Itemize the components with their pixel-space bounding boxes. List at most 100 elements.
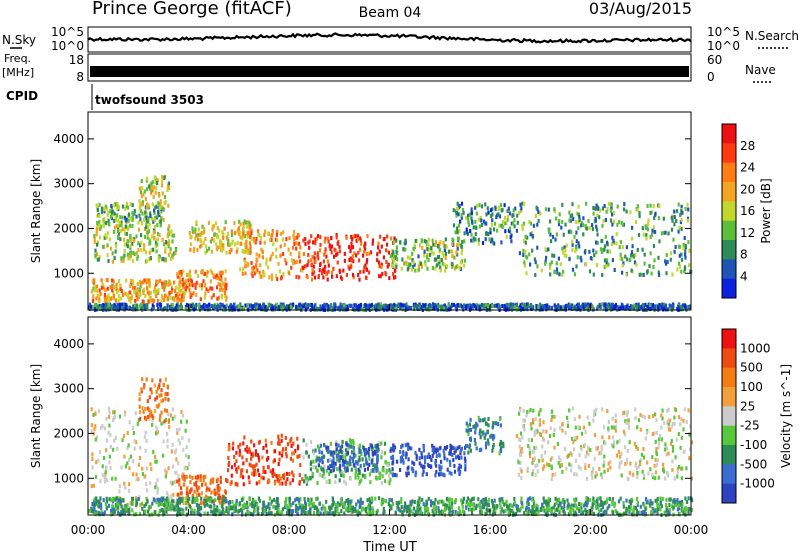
velocity-cell	[222, 507, 225, 512]
power-cell	[101, 282, 104, 287]
power-cell	[651, 303, 654, 308]
power-cell	[556, 303, 560, 308]
velocity-cell	[285, 471, 288, 476]
power-cell	[335, 253, 338, 257]
velocity-cell	[664, 442, 667, 447]
power-cell	[461, 239, 464, 244]
power-cell	[190, 304, 193, 308]
velocity-cell	[675, 437, 678, 442]
power-cell	[157, 210, 160, 214]
colorbar-tick-label: 28	[740, 139, 755, 153]
velocity-cell	[137, 462, 140, 467]
power-cell	[179, 302, 182, 307]
velocity-cell	[676, 470, 679, 474]
velocity-cell	[442, 472, 445, 477]
freq-right-tick-bottom: 0	[707, 70, 715, 84]
power-cell	[117, 298, 120, 303]
velocity-cell	[271, 470, 274, 475]
velocity-cell	[321, 450, 324, 455]
power-cell	[200, 283, 203, 288]
power-cell	[613, 305, 616, 310]
power-cell	[114, 249, 117, 254]
power-cell	[132, 212, 135, 217]
power-cell	[525, 254, 528, 259]
power-cell	[604, 303, 607, 308]
power-cell	[253, 271, 256, 276]
power-cell	[322, 304, 325, 309]
power-cell	[166, 184, 170, 189]
power-cell	[255, 257, 258, 262]
velocity-cell	[250, 439, 253, 444]
power-cell	[622, 261, 625, 266]
velocity-cell	[318, 458, 321, 463]
power-cell	[234, 242, 237, 247]
colorbar-segment	[722, 259, 736, 280]
power-cell	[295, 304, 298, 309]
power-cell	[545, 255, 548, 260]
velocity-cell	[166, 438, 169, 443]
power-cell	[621, 257, 624, 262]
power-cell	[605, 261, 608, 266]
station-title: Prince George (fitACF)	[92, 0, 292, 19]
velocity-cell	[539, 408, 542, 413]
date-title: 03/Aug/2015	[589, 0, 692, 18]
velocity-cell	[497, 422, 500, 427]
power-cell	[313, 251, 316, 256]
power-cell	[201, 224, 204, 229]
velocity-cell	[179, 507, 182, 512]
velocity-cell	[172, 492, 175, 497]
velocity-cell	[573, 447, 576, 452]
velocity-cell	[154, 459, 157, 464]
power-cell	[173, 251, 176, 256]
power-cell	[141, 211, 144, 216]
velocity-cell	[181, 413, 185, 418]
velocity-cell	[171, 481, 174, 486]
power-cell	[200, 243, 203, 248]
velocity-cell	[141, 377, 144, 382]
power-cell	[263, 304, 267, 309]
velocity-cell	[431, 443, 434, 448]
velocity-cell	[443, 452, 446, 457]
velocity-cell	[502, 444, 505, 449]
power-cell	[218, 271, 221, 276]
power-cell	[577, 204, 580, 209]
power-cell	[95, 306, 99, 311]
velocity-cell	[546, 462, 549, 467]
power-cell	[148, 241, 151, 246]
velocity-cell	[108, 460, 111, 465]
velocity-cell	[164, 417, 168, 422]
power-cell	[585, 201, 588, 206]
velocity-cell	[210, 497, 213, 502]
power-cell	[272, 305, 275, 310]
power-cell	[457, 236, 460, 241]
power-cell	[680, 227, 683, 232]
power-cell	[216, 226, 219, 231]
velocity-cell	[187, 454, 190, 459]
velocity-cell	[338, 458, 341, 463]
power-cell	[385, 260, 388, 264]
velocity-cell	[368, 456, 371, 461]
power-cell	[495, 303, 499, 308]
velocity-cell	[618, 438, 621, 443]
power-cell	[338, 244, 341, 249]
velocity-cell	[407, 442, 410, 447]
velocity-cell	[533, 432, 536, 437]
velocity-cell	[616, 440, 619, 445]
power-cell	[178, 275, 181, 280]
power-cell	[364, 241, 367, 246]
velocity-cell	[290, 444, 293, 448]
power-cell	[664, 230, 667, 235]
power-cell	[259, 263, 262, 268]
power-cell	[129, 250, 132, 255]
velocity-cell	[489, 434, 492, 439]
power-cell	[330, 236, 333, 241]
velocity-cell	[393, 472, 396, 477]
velocity-cell	[178, 511, 181, 516]
velocity-cell	[592, 466, 595, 471]
power-cell	[92, 286, 95, 291]
velocity-cell	[652, 475, 655, 480]
velocity-cell	[184, 466, 187, 471]
power-cell	[184, 278, 188, 283]
power-cell	[437, 254, 441, 259]
velocity-cell	[370, 447, 374, 452]
